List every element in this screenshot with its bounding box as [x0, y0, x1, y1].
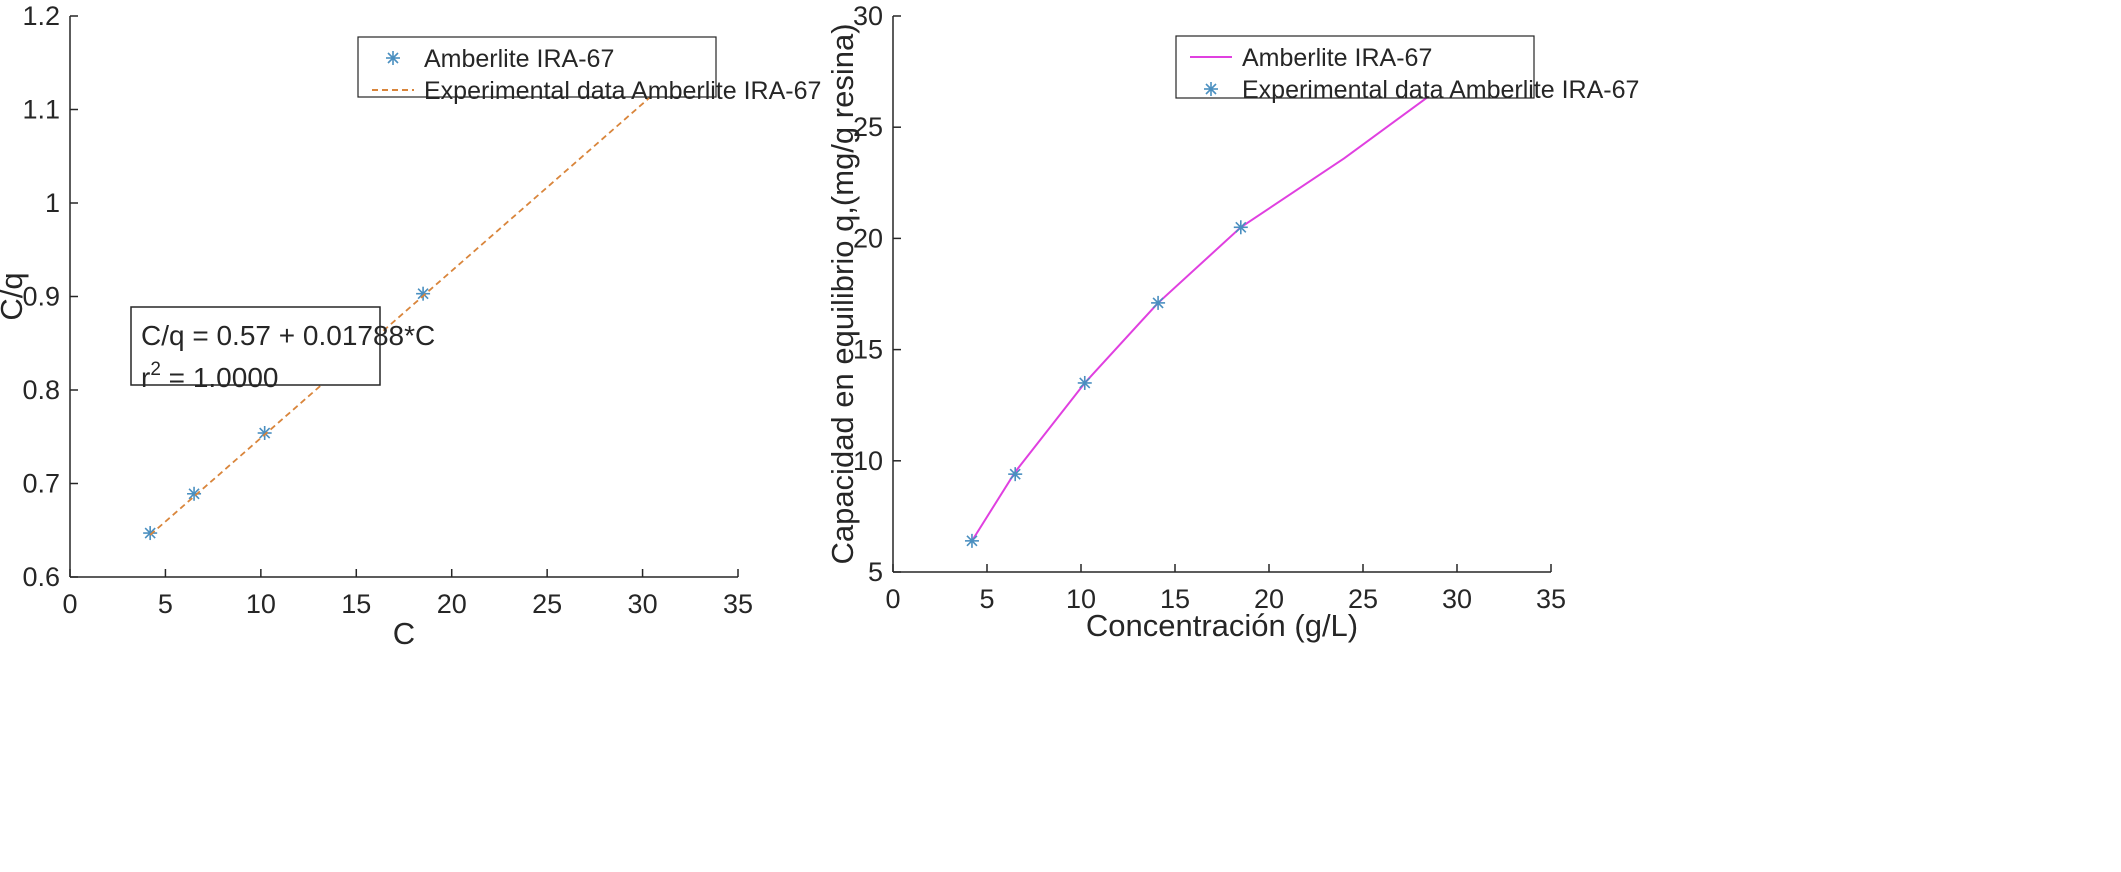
- plot-area: [964, 88, 1439, 548]
- data-point: [1077, 375, 1092, 390]
- x-tick-label: 5: [158, 589, 173, 619]
- data-point: [187, 486, 202, 501]
- y-tick-label: 1.2: [22, 1, 60, 31]
- annotation-frame: [130, 306, 381, 386]
- x-tick-label: 35: [1536, 584, 1566, 614]
- x-tick-label: 0: [62, 589, 77, 619]
- annotation-box: C/q = 0.57 + 0.01788*C r2 = 1.0000: [130, 306, 435, 393]
- legend-entry: Amberlite IRA-67: [424, 45, 614, 73]
- y-tick-label: 1: [45, 188, 60, 218]
- data-point: [143, 526, 158, 541]
- r-squared: r2 = 1.0000: [141, 359, 278, 393]
- legend-marker: [1204, 82, 1218, 96]
- x-tick-label: 30: [1442, 584, 1472, 614]
- y-tick-label: 5: [868, 557, 883, 587]
- x-tick-label: 15: [1160, 584, 1190, 614]
- y-axis-label: Capacidad en equilibrio q,(mg/g resina): [825, 23, 860, 564]
- y-tick-label: 25: [853, 112, 883, 142]
- x-tick-label: 25: [532, 589, 562, 619]
- fit-equation: C/q = 0.57 + 0.01788*C: [141, 320, 435, 351]
- y-tick-label: 30: [853, 1, 883, 31]
- legend-marker: [386, 51, 400, 65]
- y-tick-label: 0.6: [22, 562, 60, 592]
- legend-entry: Amberlite IRA-67: [1242, 44, 1432, 72]
- y-tick-label: 20: [853, 223, 883, 253]
- y-tick-label: 1.1: [22, 95, 60, 125]
- x-tick-label: 35: [723, 589, 753, 619]
- y-tick-label: 0.7: [22, 469, 60, 499]
- data-point: [964, 533, 979, 548]
- x-tick-label: 10: [1066, 584, 1096, 614]
- y-axis-label: C/q: [0, 272, 29, 320]
- y-tick-label: 0.9: [22, 282, 60, 312]
- y-tick-label: 15: [853, 335, 883, 365]
- x-tick-label: 10: [246, 589, 276, 619]
- data-point: [1233, 220, 1248, 235]
- legend-entry: Experimental data Amberlite IRA-67: [424, 77, 821, 105]
- legend: Amberlite IRA-67 Experimental data Amberl…: [357, 36, 821, 105]
- x-tick-label: 20: [1254, 584, 1284, 614]
- y-tick-label: 0.8: [22, 375, 60, 405]
- legend-box: [357, 36, 717, 98]
- y-tick-label: 10: [853, 446, 883, 476]
- legend: Amberlite IRA-67 Experimental data Amberl…: [1175, 35, 1639, 104]
- x-tick-label: 20: [437, 589, 467, 619]
- x-tick-label: 15: [341, 589, 371, 619]
- data-point: [416, 286, 431, 301]
- x-tick-label: 30: [628, 589, 658, 619]
- chart-left: 0 5 10 15 20 25 30 35 0.6 0.7 0.8 0.9 1 1.1 1.2 C C/q Amb…: [0, 1, 821, 651]
- x-tick-label: 25: [1348, 584, 1378, 614]
- fit-line: [149, 86, 663, 536]
- x-axis-label: Concentración (g/L): [1086, 608, 1358, 643]
- x-axis-label: C: [393, 616, 415, 651]
- data-point: [1151, 295, 1166, 310]
- legend-entry: Experimental data Amberlite IRA-67: [1242, 76, 1639, 104]
- x-tick-label: 5: [979, 584, 994, 614]
- data-point: [1008, 467, 1023, 482]
- data-point: [257, 426, 272, 441]
- plot-area: [143, 86, 663, 541]
- legend-box: [1175, 35, 1535, 99]
- x-tick-label: 0: [885, 584, 900, 614]
- series-line: [971, 88, 1439, 542]
